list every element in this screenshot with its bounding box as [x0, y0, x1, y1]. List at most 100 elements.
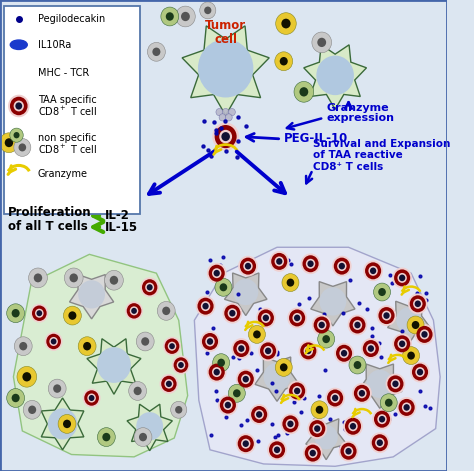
Circle shape	[171, 401, 187, 418]
Circle shape	[309, 420, 325, 437]
Circle shape	[243, 376, 249, 382]
Circle shape	[327, 390, 343, 406]
Circle shape	[305, 445, 321, 462]
Circle shape	[241, 439, 250, 449]
Circle shape	[142, 279, 157, 295]
Polygon shape	[13, 254, 188, 457]
Circle shape	[233, 340, 249, 357]
Circle shape	[45, 332, 63, 351]
Circle shape	[402, 402, 411, 413]
Circle shape	[48, 379, 66, 398]
Polygon shape	[311, 282, 355, 326]
Circle shape	[130, 306, 138, 316]
Circle shape	[314, 317, 330, 333]
Circle shape	[207, 338, 213, 345]
Circle shape	[218, 358, 225, 367]
Circle shape	[237, 371, 254, 388]
Circle shape	[343, 416, 363, 437]
Circle shape	[305, 348, 311, 354]
Circle shape	[12, 71, 19, 79]
Circle shape	[374, 283, 391, 301]
Circle shape	[70, 274, 78, 282]
Circle shape	[340, 443, 356, 460]
Circle shape	[314, 425, 320, 432]
Circle shape	[225, 114, 232, 121]
Circle shape	[363, 340, 379, 357]
Circle shape	[102, 433, 110, 441]
Circle shape	[251, 406, 267, 423]
Circle shape	[32, 306, 46, 321]
Circle shape	[34, 274, 42, 282]
Circle shape	[274, 447, 280, 453]
Circle shape	[233, 279, 258, 305]
Text: Granzyme: Granzyme	[38, 169, 88, 179]
Circle shape	[396, 307, 421, 333]
Circle shape	[374, 411, 390, 428]
Circle shape	[332, 395, 338, 401]
Circle shape	[237, 343, 246, 354]
Circle shape	[258, 341, 278, 361]
Circle shape	[173, 357, 188, 373]
Circle shape	[311, 401, 328, 419]
Circle shape	[308, 260, 314, 267]
Circle shape	[337, 261, 346, 271]
Circle shape	[127, 303, 141, 318]
Circle shape	[281, 414, 300, 434]
Text: CD8$^+$ T cell: CD8$^+$ T cell	[38, 143, 97, 156]
Text: Survival and Expansion
of TAA reactive
CD8⁺ T cells: Survival and Expansion of TAA reactive C…	[313, 139, 450, 171]
Circle shape	[402, 347, 419, 365]
Polygon shape	[41, 398, 84, 450]
Circle shape	[256, 411, 262, 418]
Circle shape	[276, 258, 283, 265]
Circle shape	[204, 7, 211, 14]
Circle shape	[202, 333, 218, 350]
Circle shape	[260, 342, 276, 359]
Text: MHC - TCR: MHC - TCR	[38, 68, 89, 78]
Circle shape	[233, 389, 241, 398]
Circle shape	[334, 343, 354, 364]
Circle shape	[316, 406, 323, 414]
Circle shape	[97, 347, 131, 383]
Circle shape	[222, 303, 242, 324]
Circle shape	[36, 310, 42, 316]
Circle shape	[385, 398, 392, 407]
Circle shape	[249, 404, 269, 425]
Circle shape	[352, 383, 372, 404]
Circle shape	[410, 362, 430, 382]
Circle shape	[255, 409, 264, 420]
Circle shape	[339, 441, 358, 462]
Circle shape	[146, 284, 153, 291]
Circle shape	[22, 372, 31, 382]
Circle shape	[306, 259, 315, 269]
Circle shape	[145, 283, 154, 292]
Circle shape	[137, 332, 154, 351]
Polygon shape	[306, 419, 346, 460]
Circle shape	[219, 283, 227, 292]
Circle shape	[407, 316, 424, 334]
Circle shape	[18, 71, 26, 79]
Circle shape	[253, 330, 261, 339]
Circle shape	[207, 263, 227, 284]
Text: IL10Ra: IL10Ra	[38, 40, 71, 50]
Circle shape	[378, 307, 394, 324]
Circle shape	[264, 363, 291, 391]
Circle shape	[141, 337, 149, 346]
Ellipse shape	[10, 40, 27, 49]
Circle shape	[134, 387, 142, 395]
Polygon shape	[255, 357, 299, 401]
Circle shape	[392, 268, 412, 288]
Circle shape	[378, 288, 386, 296]
Circle shape	[258, 309, 274, 326]
Circle shape	[292, 386, 302, 396]
Text: IL-15: IL-15	[105, 220, 138, 234]
Circle shape	[236, 369, 255, 390]
Circle shape	[166, 381, 172, 387]
Circle shape	[339, 348, 349, 358]
Circle shape	[312, 32, 331, 53]
Circle shape	[84, 390, 99, 406]
Circle shape	[240, 258, 256, 275]
Circle shape	[417, 326, 433, 343]
Circle shape	[280, 57, 288, 65]
Circle shape	[152, 48, 160, 56]
Circle shape	[245, 263, 251, 269]
